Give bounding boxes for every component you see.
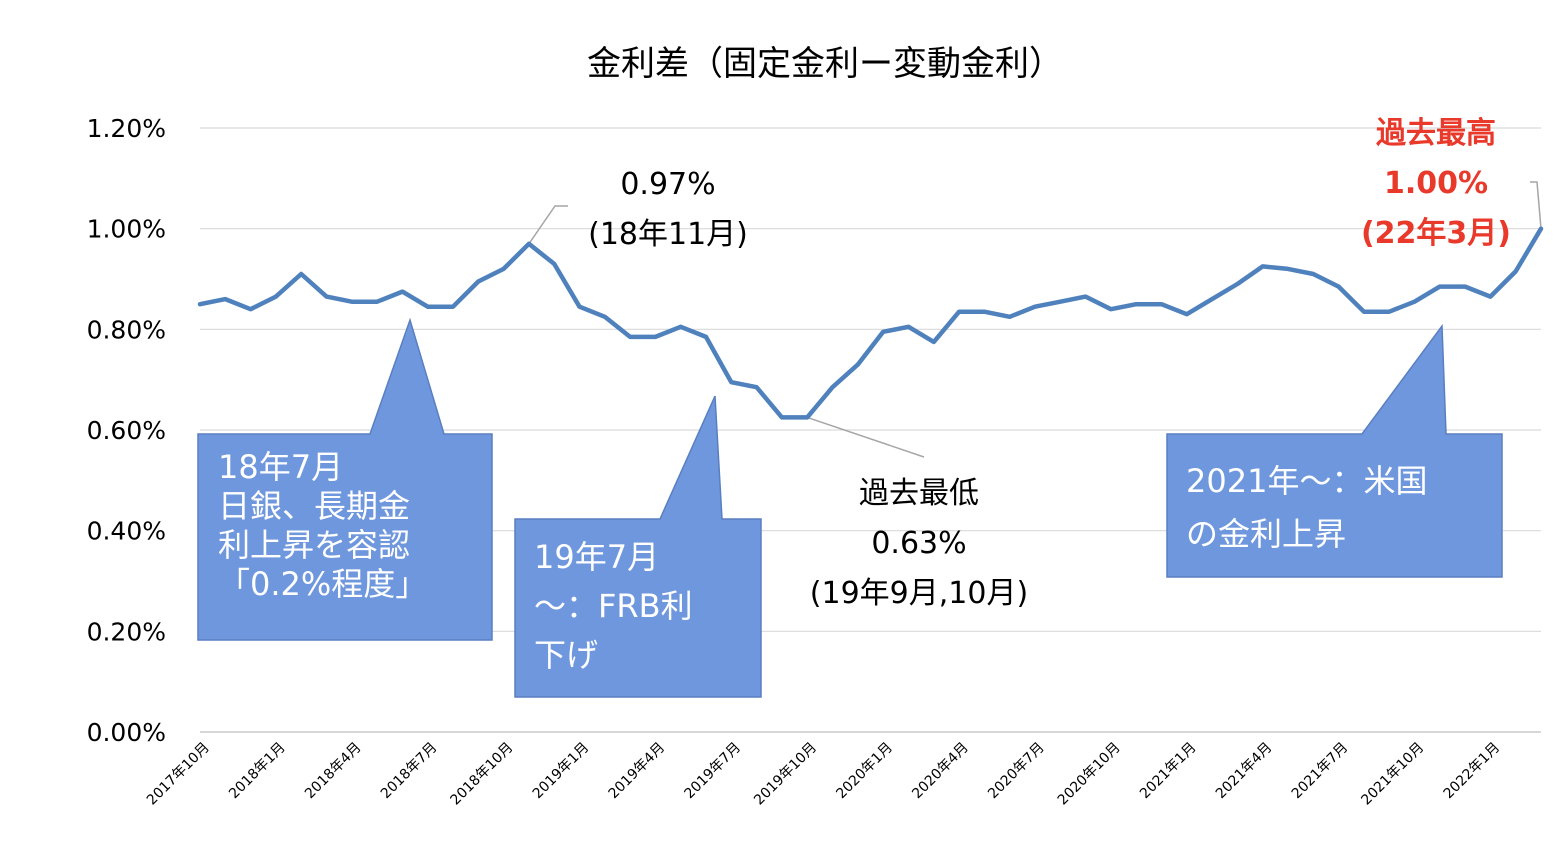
callout-text: ～：FRB利 bbox=[534, 587, 693, 625]
x-tick-label: 2018年1月 bbox=[226, 740, 289, 803]
callout-text: 2021年～：米国 bbox=[1186, 462, 1427, 500]
x-tick-label: 2018年7月 bbox=[378, 740, 441, 803]
high-annotation: 1.00% bbox=[1384, 166, 1488, 201]
x-tick-label: 2021年10月 bbox=[1358, 740, 1427, 809]
y-tick-label: 0.80% bbox=[87, 315, 166, 344]
y-tick-label: 0.40% bbox=[87, 517, 166, 546]
callout-box bbox=[197, 317, 493, 641]
annotations: 0.97% (18年11月) 過去最低 0.63% (19年9月,10月) 過去最高 1.0… bbox=[588, 116, 1511, 611]
x-tick-label: 2018年10月 bbox=[448, 740, 517, 809]
y-tick-label: 0.00% bbox=[87, 718, 166, 747]
x-tick-label: 2020年4月 bbox=[909, 740, 972, 803]
callout-text: の金利上昇 bbox=[1186, 515, 1346, 553]
peak-annotation: (18年11月) bbox=[588, 217, 748, 252]
y-tick-label: 0.20% bbox=[87, 617, 166, 646]
x-tick-label: 2017年10月 bbox=[144, 740, 213, 809]
callout-box bbox=[514, 395, 762, 698]
x-tick-label: 2021年7月 bbox=[1289, 740, 1352, 803]
x-tick-label: 2021年4月 bbox=[1213, 740, 1276, 803]
callout-text: 利上昇を容認 bbox=[218, 526, 410, 564]
x-tick-label: 2019年1月 bbox=[530, 740, 593, 803]
x-tick-label: 2019年7月 bbox=[682, 740, 745, 803]
annotation-leaders bbox=[528, 181, 1542, 458]
x-tick-label: 2022年1月 bbox=[1441, 740, 1504, 803]
series-layer bbox=[197, 226, 1544, 420]
leader-line bbox=[528, 205, 568, 245]
callout-text: 19年7月 bbox=[534, 538, 659, 576]
callout-text: 「0.2%程度」 bbox=[218, 565, 427, 603]
high-annotation: 過去最高 bbox=[1376, 116, 1496, 151]
series-line bbox=[197, 226, 1544, 420]
y-tick-label: 1.20% bbox=[87, 114, 166, 143]
callout-text: 下げ bbox=[534, 636, 598, 674]
x-tick-label: 2020年1月 bbox=[833, 740, 896, 803]
x-tick-label: 2020年7月 bbox=[985, 740, 1048, 803]
peak-annotation: 0.97% bbox=[620, 167, 715, 202]
callout-text: 日銀、長期金 bbox=[218, 487, 410, 525]
x-axis: 2017年10月 2018年1月 2018年4月 2018年7月 2018年10月 201… bbox=[144, 740, 1503, 809]
x-tick-label: 2018年4月 bbox=[302, 740, 365, 803]
y-tick-label: 1.00% bbox=[87, 215, 166, 244]
low-annotation: (19年9月,10月) bbox=[810, 576, 1028, 611]
x-tick-label: 2020年10月 bbox=[1055, 740, 1124, 809]
y-axis: 0.00% 0.20% 0.40% 0.60% 0.80% 1.00% 1.20% bbox=[87, 114, 166, 747]
callout-text: 18年7月 bbox=[218, 448, 343, 486]
x-tick-label: 2019年4月 bbox=[606, 740, 669, 803]
chart-title: 金利差（固定金利ー変動金利） bbox=[587, 44, 1063, 84]
leader-line bbox=[807, 416, 925, 458]
leader-line bbox=[1530, 181, 1542, 229]
low-annotation: 過去最低 bbox=[859, 476, 979, 511]
callout-box bbox=[1166, 323, 1503, 578]
x-tick-label: 2021年1月 bbox=[1137, 740, 1200, 803]
x-tick-label: 2019年10月 bbox=[751, 740, 820, 809]
y-tick-label: 0.60% bbox=[87, 416, 166, 445]
high-annotation: (22年3月) bbox=[1361, 216, 1511, 251]
low-annotation: 0.63% bbox=[871, 526, 966, 561]
